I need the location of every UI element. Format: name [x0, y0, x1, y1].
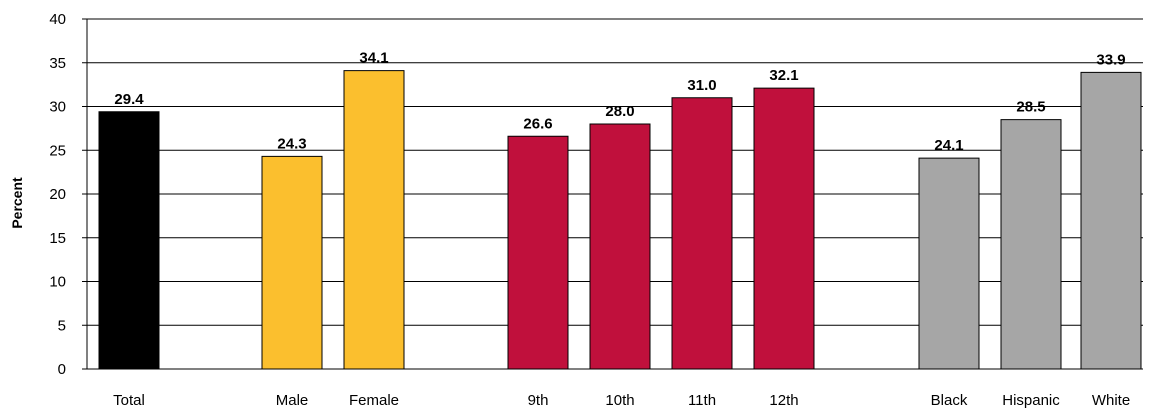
data-label: 26.6 [523, 115, 552, 132]
axes: 0 5 10 15 20 25 30 35 40 Total Male Female 9th 10th 11… [49, 11, 1143, 409]
y-tick-label: 30 [49, 99, 66, 116]
x-category-label: Black [931, 392, 968, 409]
bar-total [98, 111, 160, 370]
y-tick-label: 35 [49, 55, 66, 72]
data-label: 28.5 [1016, 99, 1045, 116]
data-label: 28.0 [605, 103, 634, 120]
data-label: 34.1 [359, 50, 388, 67]
x-category-label: 11th [688, 392, 716, 409]
bar-white [1080, 71, 1142, 370]
y-tick-label: 10 [49, 274, 66, 291]
x-category-label: White [1092, 392, 1130, 409]
bar-black [918, 157, 980, 370]
y-tick-label: 25 [49, 142, 66, 159]
y-tick-label: 15 [49, 230, 66, 247]
data-label: 33.9 [1096, 51, 1125, 68]
bars [98, 70, 1142, 370]
bar-9th [507, 135, 569, 370]
y-tick-label: 5 [58, 317, 66, 334]
bar-female [343, 70, 405, 370]
data-labels: 29.4 24.3 34.1 26.6 28.0 31.0 32.1 24.1 28.5 33.9 [114, 50, 1125, 155]
data-label: 29.4 [114, 91, 144, 108]
x-category-label: Male [276, 392, 309, 409]
x-category-label: Hispanic [1002, 392, 1060, 409]
data-label: 24.3 [277, 135, 306, 152]
bar-hispanic [1000, 119, 1062, 370]
x-category-label: 10th [605, 392, 634, 409]
data-label: 32.1 [769, 67, 798, 84]
bar-male [261, 155, 323, 370]
x-category-label: 12th [769, 392, 798, 409]
x-category-label: Female [349, 392, 399, 409]
data-label: 24.1 [934, 137, 963, 154]
x-category-label: 9th [528, 392, 549, 409]
y-axis-title: Percent [9, 177, 25, 229]
x-category-label: Total [113, 392, 145, 409]
y-tick-label: 40 [49, 11, 66, 28]
bar-11th [671, 97, 733, 370]
y-tick-label: 20 [49, 186, 66, 203]
y-tick-label: 0 [58, 361, 66, 378]
data-label: 31.0 [687, 77, 716, 94]
bar-10th [589, 123, 651, 370]
bar-12th [753, 87, 815, 370]
